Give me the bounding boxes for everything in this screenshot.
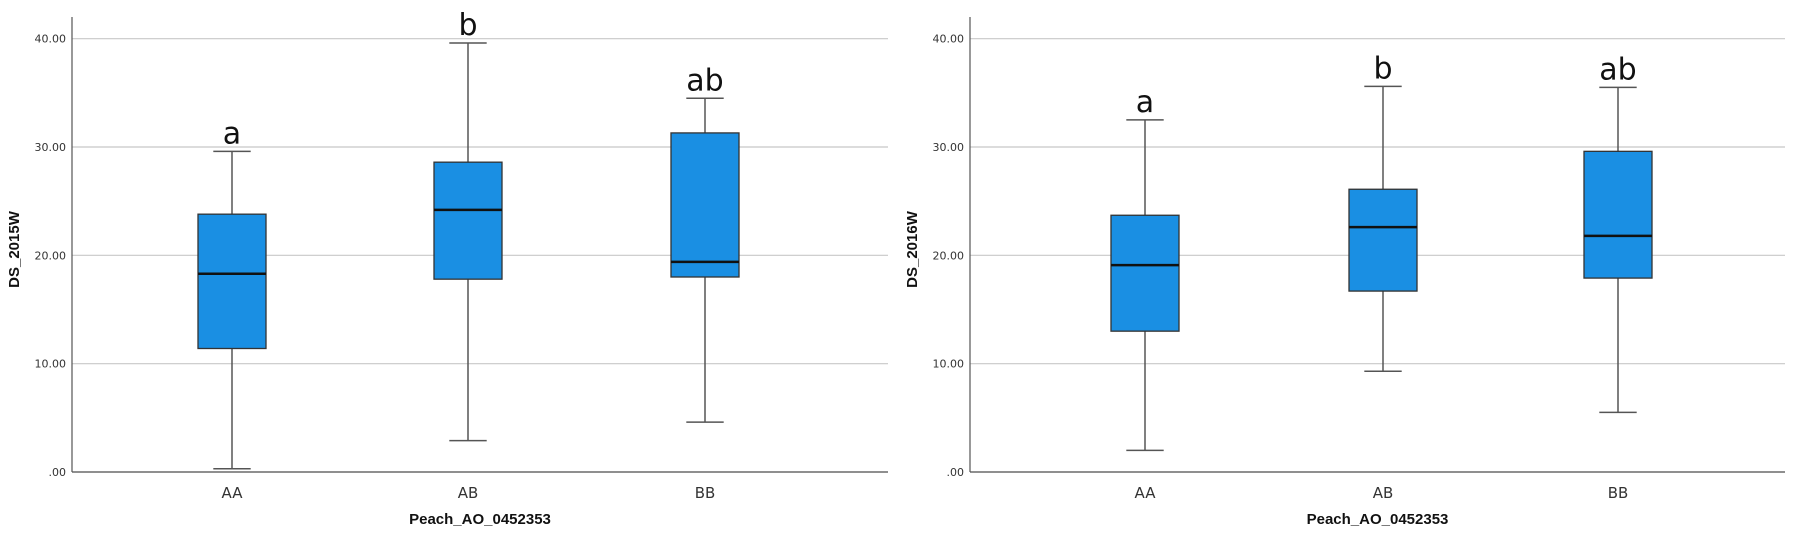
y-tick-label: 40.00 — [933, 33, 965, 46]
x-tick-label: AB — [1373, 484, 1394, 502]
y-tick-label: .00 — [49, 466, 67, 479]
box-BB: ab — [670, 63, 740, 423]
x-tick-label: AA — [222, 484, 244, 502]
significance-label: ab — [686, 63, 723, 98]
iqr-box — [197, 213, 267, 350]
y-tick-label: 30.00 — [933, 141, 965, 154]
y-tick-label: .00 — [947, 466, 965, 479]
box-AB: b — [1348, 51, 1418, 372]
x-tick-label: AB — [458, 484, 479, 502]
significance-label: b — [1373, 51, 1392, 86]
y-tick-label: 20.00 — [933, 249, 965, 262]
box-AA: a — [197, 116, 267, 470]
iqr-box — [433, 161, 503, 280]
x-axis-title: Peach_AO_0452353 — [409, 511, 551, 528]
significance-label: b — [458, 8, 477, 43]
significance-label: ab — [1599, 52, 1636, 87]
iqr-box — [1583, 150, 1653, 279]
box-BB: ab — [1583, 52, 1653, 414]
x-tick-label: AA — [1135, 484, 1157, 502]
chart-panel-1: .00 10.00 20.00 30.00 40.00 a AA b AB ab BB Peach_A… — [6, 8, 888, 528]
y-tick-label: 10.00 — [35, 358, 67, 371]
y-tick-label: 10.00 — [933, 358, 965, 371]
chart-panel-2: .00 10.00 20.00 30.00 40.00 a AA b AB ab BB Peach_A… — [904, 17, 1785, 528]
x-tick-label: BB — [695, 484, 716, 502]
x-tick-label: BB — [1608, 484, 1629, 502]
iqr-box — [1110, 214, 1180, 332]
y-tick-label: 30.00 — [35, 141, 67, 154]
iqr-box — [670, 132, 740, 278]
x-axis-title: Peach_AO_0452353 — [1307, 511, 1449, 528]
y-tick-label: 40.00 — [35, 33, 67, 46]
iqr-box — [1348, 188, 1418, 292]
box-AB: b — [433, 8, 503, 442]
significance-label: a — [223, 116, 241, 151]
y-tick-label: 20.00 — [35, 249, 67, 262]
box-AA: a — [1110, 85, 1180, 452]
y-axis-title: DS_2016W — [904, 210, 921, 288]
significance-label: a — [1136, 85, 1154, 120]
y-axis-title: DS_2015W — [6, 210, 23, 288]
